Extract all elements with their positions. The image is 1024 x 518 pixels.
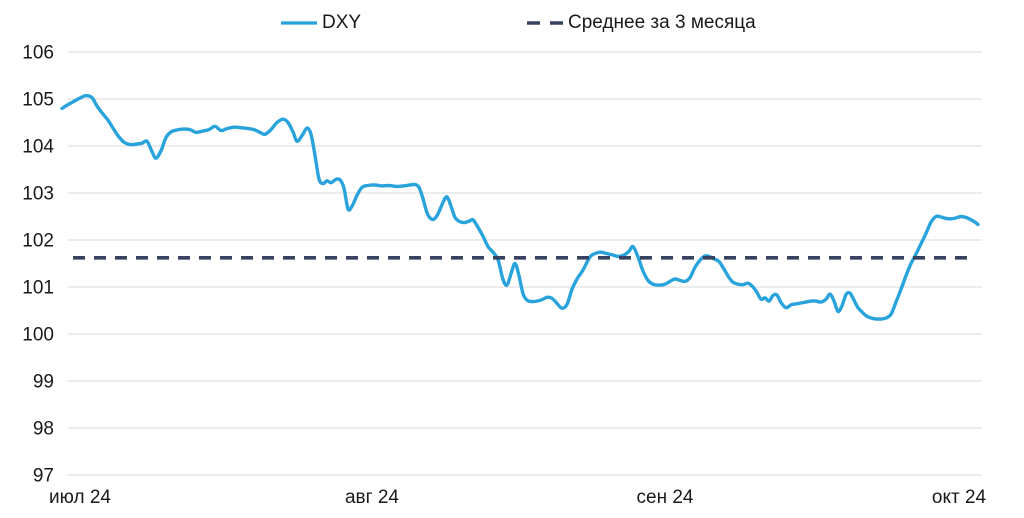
y-axis-tick-label: 99: [33, 372, 54, 393]
x-axis-tick-label: сен 24: [637, 487, 694, 508]
legend-label-dxy: DXY: [322, 12, 362, 33]
y-axis-tick-label: 105: [22, 90, 54, 111]
y-axis-tick-label: 103: [22, 184, 54, 205]
y-axis-tick-label: 101: [22, 278, 54, 299]
y-axis-tick-label: 106: [22, 43, 54, 64]
x-axis-tick-label: окт 24: [932, 487, 987, 508]
x-axis-tick-label: авг 24: [345, 487, 399, 508]
legend-label-average: Среднее за 3 месяца: [568, 12, 756, 33]
x-axis-tick-label: июл 24: [49, 487, 111, 508]
y-axis-tick-label: 100: [22, 325, 54, 346]
dxy-line-swatch-icon: [281, 21, 317, 25]
y-axis-tick-label: 104: [22, 137, 54, 158]
y-axis-tick-label: 98: [33, 419, 54, 440]
legend-item-dxy: DXY: [281, 12, 361, 34]
legend-item-average: Среднее за 3 месяца: [527, 12, 756, 34]
chart-legend: DXY Среднее за 3 месяца: [0, 0, 1024, 44]
y-axis-tick-label: 102: [22, 231, 54, 252]
dxy-line: [60, 93, 980, 321]
y-axis-tick-label: 97: [33, 466, 54, 487]
average-line-swatch-icon: [527, 21, 563, 25]
